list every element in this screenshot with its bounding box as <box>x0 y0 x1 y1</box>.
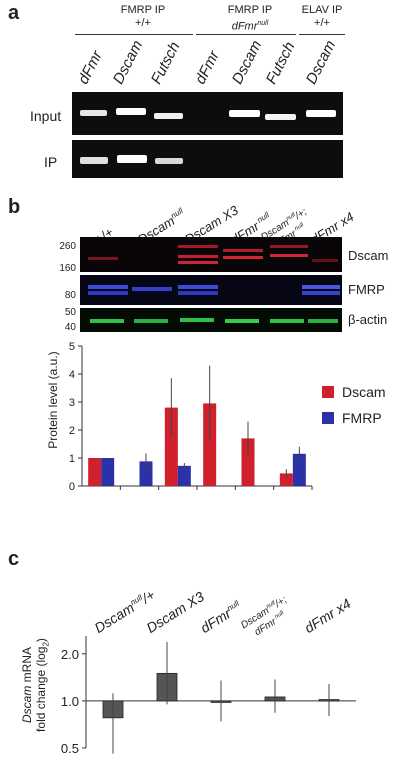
group-header-fmrp-wt: FMRP IP +/+ <box>88 4 198 30</box>
y-tick-label: 2 <box>69 425 75 437</box>
bar-dscam <box>203 403 217 486</box>
y-tick-label: 5 <box>69 341 75 353</box>
mw-marker: 80 <box>64 290 76 301</box>
panel-b-letter: b <box>8 196 21 218</box>
bar-fmrp <box>177 465 191 486</box>
group-header-elav: ELAV IP +/+ <box>297 4 347 30</box>
chart-c-ylabel: Dscam mRNA fold change (log2) <box>20 638 51 732</box>
protein-level-chart: 0 1 2 3 4 5 Dscam FMRP <box>69 341 386 493</box>
blot-label-actin: β-actin <box>348 312 388 327</box>
y-tick-label: 2.0 <box>61 647 79 662</box>
row-label-ip: IP <box>44 154 58 170</box>
bar-fmrp <box>101 458 115 486</box>
lane-label: Futsch <box>262 39 299 87</box>
gel-ip-bands <box>80 155 183 164</box>
mw-marker: 260 <box>59 241 76 252</box>
y-tick-label: 3 <box>69 397 75 409</box>
group-header-fmrp-null: FMRP IP dFmrnull <box>205 4 295 34</box>
bar-fmrp <box>292 453 306 486</box>
blot-label-fmrp: FMRP <box>348 282 385 297</box>
gel-input <box>72 92 343 135</box>
mrna-fold-change-chart: 0.5 1.0 2.0 <box>61 636 356 756</box>
gel-ip <box>72 140 343 178</box>
blot-actin <box>80 308 342 332</box>
y-tick-label: 0 <box>69 481 75 493</box>
mw-marker: 160 <box>59 263 76 274</box>
mw-marker: 50 <box>64 307 76 318</box>
mw-marker: 40 <box>64 322 76 333</box>
y-tick-label: 4 <box>69 369 75 381</box>
lane-label: dFmr <box>191 48 223 87</box>
bar-dscam <box>241 438 255 486</box>
panel-c-letter: c <box>8 548 20 570</box>
blot-label-dscam: Dscam <box>348 248 389 263</box>
chart-b-ylabel: Protein level (a.u.) <box>46 351 60 449</box>
blot-fmrp-bands <box>88 285 340 295</box>
blot-actin-bands <box>90 318 338 323</box>
y-tick-label: 1 <box>69 453 75 465</box>
blot-dscam-bands <box>88 245 338 264</box>
group-header-line2: dFmrnull <box>231 20 269 33</box>
bar-dscam <box>88 458 102 486</box>
group-header-line1: ELAV IP <box>301 4 343 16</box>
blot-dscam <box>80 237 342 272</box>
legend-label-dscam: Dscam <box>342 384 386 400</box>
legend-label-fmrp: FMRP <box>342 410 382 426</box>
bar-fmrp <box>139 461 153 486</box>
lane-label: Futsch <box>147 39 184 87</box>
bar-dscam <box>279 473 293 486</box>
group-bracket-fmrp-wt <box>75 34 193 35</box>
row-label-input: Input <box>30 108 62 124</box>
legend-swatch-dscam <box>322 386 334 398</box>
group-bracket-fmrp-null <box>196 34 296 35</box>
y-tick-label: 1.0 <box>61 694 79 709</box>
legend-swatch-fmrp <box>322 412 334 424</box>
group-bracket-elav <box>299 34 345 35</box>
lane-label: dFmr <box>74 48 106 87</box>
group-header-line2: +/+ <box>135 17 151 29</box>
group-header-line1: FMRP IP <box>120 4 166 16</box>
group-header-line1: FMRP IP <box>227 4 273 16</box>
blot-fmrp <box>80 275 342 305</box>
lane-label: Dscam <box>228 37 266 87</box>
bar-dscam <box>164 407 178 486</box>
lane-label: Dscam <box>302 37 340 87</box>
panel-a-letter: a <box>8 2 20 24</box>
gel-input-bands <box>80 108 336 120</box>
group-header-line2: +/+ <box>314 17 330 29</box>
y-tick-label: 0.5 <box>61 741 79 756</box>
lane-label: Dscam <box>109 37 147 87</box>
